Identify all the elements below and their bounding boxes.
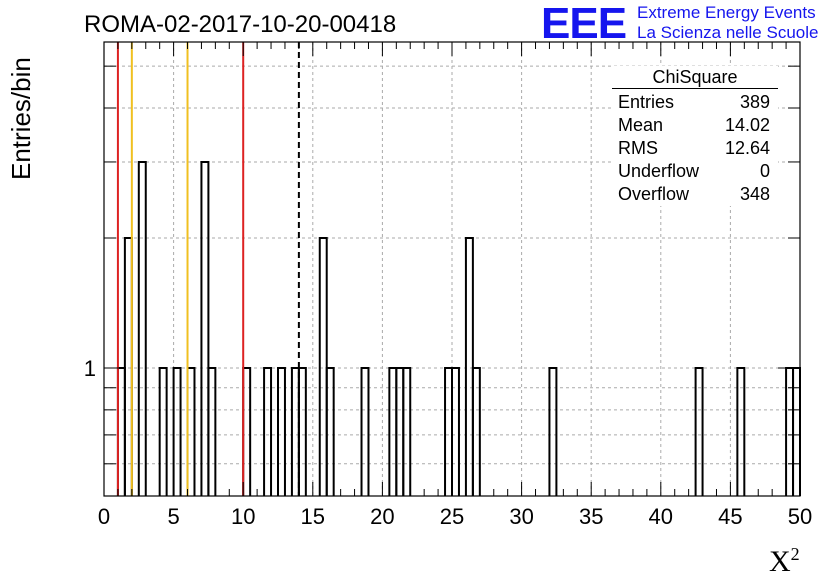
histogram-bin — [451, 367, 460, 496]
x-tick-label: 10 — [231, 504, 255, 529]
x-tick-label: 35 — [579, 504, 603, 529]
histogram-bin — [242, 367, 252, 496]
stats-value: 389 — [739, 92, 770, 112]
histogram-bin — [444, 367, 453, 496]
stats-value: 14.02 — [724, 115, 770, 135]
stats-value: 348 — [739, 184, 770, 204]
stats-row-underflow: Underflow 0 — [612, 160, 778, 183]
stats-label: Overflow — [618, 184, 690, 204]
x-axis-label-superscript: 2 — [790, 544, 800, 564]
stats-row-rms: RMS 12.64 — [612, 137, 778, 160]
stats-row-mean: Mean 14.02 — [612, 114, 778, 137]
histogram-bin — [186, 367, 196, 496]
stats-value: 12.64 — [724, 138, 770, 158]
histogram-bin — [360, 367, 370, 496]
tick-labels: 0 5 10 15 20 25 30 35 40 45 50 1 — [84, 356, 812, 529]
histogram-bin — [388, 367, 398, 496]
histogram-bin — [736, 367, 746, 496]
histogram-bin — [137, 160, 147, 496]
histogram-bin — [200, 160, 210, 496]
histogram-bin — [123, 237, 133, 496]
histogram-bin — [207, 367, 217, 496]
x-tick-label: 50 — [788, 504, 812, 529]
histogram-series — [116, 160, 801, 496]
x-tick-label: 5 — [167, 504, 179, 529]
x-tick-label: 45 — [718, 504, 742, 529]
x-tick-label: 20 — [370, 504, 394, 529]
x-tick-label: 30 — [509, 504, 533, 529]
histogram-bin — [290, 367, 300, 496]
reference-lines — [116, 42, 300, 496]
stats-label: RMS — [618, 138, 658, 158]
histogram-bin — [792, 367, 801, 496]
x-axis-label: X2 — [769, 538, 800, 578]
histogram-bin — [785, 367, 795, 496]
x-tick-label: 0 — [98, 504, 110, 529]
stats-label: Mean — [618, 115, 664, 135]
logo-caption-line1: Extreme Energy Events — [637, 3, 816, 22]
histogram-bin — [116, 367, 126, 496]
y-axis-label: Entries/bin — [6, 57, 36, 180]
histogram-bin — [172, 367, 182, 496]
x-tick-label: 15 — [301, 504, 325, 529]
histogram-bin — [158, 367, 168, 496]
histogram-bin — [402, 367, 412, 496]
stats-row-entries: Entries 389 — [612, 91, 778, 114]
histogram-bin — [263, 367, 273, 496]
histogram-bin — [277, 367, 286, 496]
histogram-bin — [548, 367, 558, 496]
histogram-bin — [471, 367, 481, 496]
axis-ticks — [103, 42, 801, 496]
stats-box: ChiSquare Entries 389 Mean 14.02 RMS 12.64 … — [612, 66, 778, 206]
eee-logo: EEE — [541, 0, 627, 48]
stats-label: Underflow — [618, 161, 700, 181]
x-axis-label-symbol: X — [769, 545, 791, 578]
chart-title: ROMA-02-2017-10-20-00418 — [84, 11, 397, 38]
stats-value: 0 — [759, 161, 770, 181]
stats-box-title: ChiSquare — [612, 66, 778, 89]
x-tick-label: 40 — [649, 504, 673, 529]
histogram-bin — [694, 367, 704, 496]
stats-row-overflow: Overflow 348 — [612, 183, 778, 206]
logo-caption-line2: La Scienza nelle Scuole — [637, 23, 819, 42]
stats-label: Entries — [618, 92, 675, 112]
histogram-bin — [395, 367, 405, 496]
y-tick-label: 1 — [84, 356, 96, 381]
histogram-bin — [464, 237, 474, 496]
histogram-bin — [297, 367, 307, 496]
histogram-bin — [325, 367, 335, 496]
x-tick-label: 25 — [440, 504, 464, 529]
histogram-bin — [318, 237, 328, 496]
